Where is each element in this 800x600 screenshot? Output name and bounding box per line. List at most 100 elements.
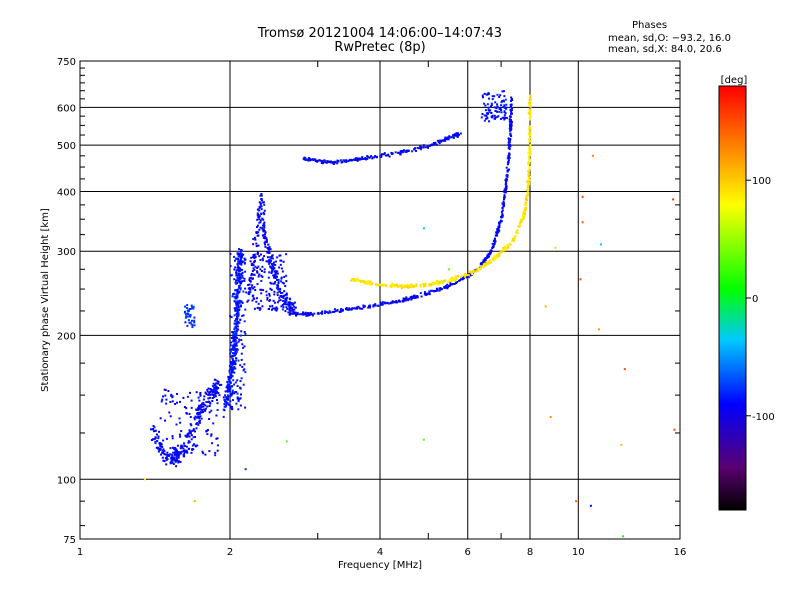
echo-point	[247, 287, 250, 290]
echo-point	[350, 279, 353, 282]
echo-point	[210, 409, 213, 412]
echo-point	[257, 214, 260, 217]
echo-point	[494, 239, 496, 242]
echo-point	[195, 423, 198, 426]
echo-point	[274, 307, 277, 310]
echo-point	[494, 101, 497, 104]
y-tick-label: 100	[57, 475, 76, 486]
echo-point	[231, 354, 234, 357]
echo-point	[410, 298, 413, 301]
echo-point	[174, 459, 177, 462]
echo-point	[235, 279, 238, 282]
echo-point	[212, 382, 215, 385]
echo-point	[510, 109, 513, 112]
echo-point	[529, 136, 532, 139]
echo-point	[288, 303, 291, 306]
echo-point	[358, 157, 361, 160]
echo-point	[393, 285, 396, 288]
echo-point	[494, 240, 497, 243]
echo-point	[490, 116, 493, 118]
echo-point	[340, 161, 343, 164]
echo-point	[248, 291, 251, 294]
echo-point	[265, 294, 268, 297]
echo-point	[503, 114, 506, 117]
echo-point	[505, 174, 508, 177]
echo-point	[448, 135, 451, 138]
echo-point	[365, 280, 368, 283]
echo-point	[229, 395, 232, 398]
echo-point	[359, 281, 362, 284]
echo-point	[227, 375, 230, 378]
echo-point	[199, 411, 202, 414]
echo-point	[422, 144, 425, 147]
echo-point	[171, 435, 174, 438]
echo-point	[305, 313, 308, 316]
echo-point	[262, 211, 265, 214]
echo-point	[529, 114, 531, 117]
echo-point	[599, 243, 602, 246]
echo-point	[206, 433, 209, 436]
echo-point	[427, 146, 429, 149]
echo-point	[186, 435, 189, 438]
echo-point	[261, 305, 264, 308]
echo-point	[476, 266, 479, 269]
echo-point	[266, 251, 269, 254]
echo-point	[215, 382, 218, 385]
echo-point	[169, 453, 172, 456]
echo-point	[253, 257, 256, 259]
echo-point	[155, 446, 158, 449]
echo-point	[284, 303, 287, 306]
echo-point	[234, 338, 237, 341]
echo-point	[234, 322, 237, 325]
echo-point	[522, 218, 525, 221]
echo-point	[242, 253, 245, 256]
echo-point	[190, 424, 193, 427]
echo-point	[282, 296, 285, 299]
echo-point	[265, 237, 268, 240]
echo-point	[229, 381, 232, 384]
echo-point	[281, 308, 284, 311]
echo-point	[233, 255, 235, 258]
echo-point	[352, 307, 355, 310]
y-tick-label: 200	[57, 331, 76, 342]
echo-point	[507, 161, 510, 164]
echo-point	[263, 235, 266, 238]
echo-point	[509, 122, 512, 124]
echo-point	[447, 286, 449, 289]
echo-point	[528, 108, 531, 111]
echo-point	[398, 151, 401, 154]
echo-point	[491, 247, 494, 250]
echo-point	[505, 180, 508, 183]
echo-point	[448, 284, 451, 287]
echo-point	[282, 303, 285, 305]
echo-point	[268, 305, 271, 308]
echo-point	[262, 259, 264, 262]
echo-point	[312, 158, 314, 161]
echo-point	[238, 308, 241, 311]
echo-point	[237, 399, 240, 401]
echo-point	[262, 218, 265, 221]
echo-point	[528, 116, 531, 119]
echo-point	[242, 260, 245, 263]
echo-point	[348, 307, 351, 310]
echo-point	[457, 275, 460, 278]
echo-point	[255, 242, 258, 245]
echo-point	[160, 443, 163, 446]
echo-point	[234, 297, 237, 300]
x-tick-label: 8	[527, 547, 533, 558]
echo-point	[197, 413, 200, 416]
echo-point	[505, 107, 508, 110]
echo-point	[286, 303, 289, 306]
echo-point	[165, 402, 168, 405]
echo-point	[508, 141, 511, 144]
echo-point	[369, 283, 372, 286]
echo-point	[229, 404, 232, 407]
echo-point	[263, 224, 266, 227]
echo-point	[293, 305, 296, 308]
echo-point	[244, 371, 247, 374]
echo-point	[278, 296, 281, 299]
echo-point	[183, 453, 185, 456]
echo-point	[241, 315, 244, 317]
echo-point	[189, 321, 192, 324]
echo-point	[508, 147, 511, 150]
